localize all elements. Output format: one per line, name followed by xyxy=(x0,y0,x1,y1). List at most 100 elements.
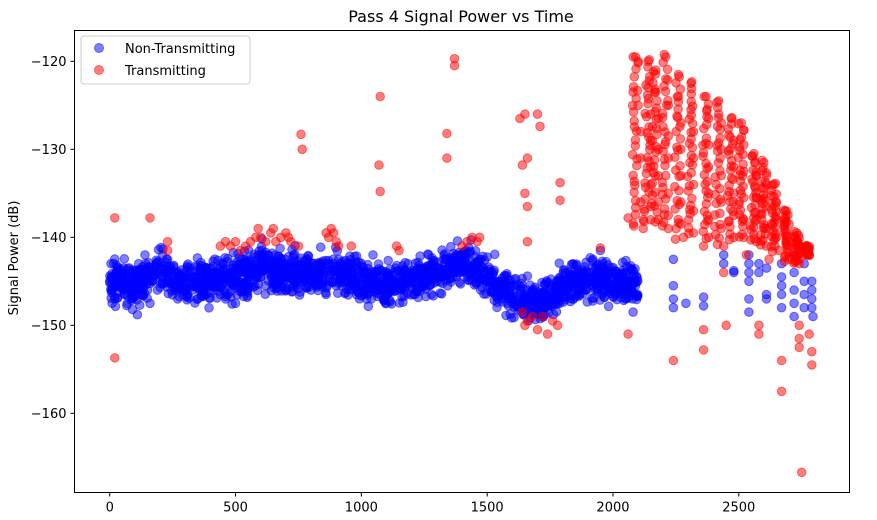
transmitting-point xyxy=(676,118,686,128)
transmitting-point xyxy=(629,72,640,82)
non-transmitting-point xyxy=(276,254,286,265)
transmitting-point xyxy=(729,162,739,172)
y-axis-label: Signal Power (dB) xyxy=(7,201,22,316)
non-transmitting-point xyxy=(807,294,817,304)
non-transmitting-point xyxy=(585,276,596,287)
non-transmitting-point xyxy=(263,250,274,260)
transmitting-point xyxy=(703,232,714,243)
transmitting-point xyxy=(729,232,739,243)
non-transmitting-point xyxy=(776,272,787,282)
non-transmitting-point xyxy=(333,254,344,265)
legend-marker-transmitting xyxy=(94,65,104,75)
transmitting-point xyxy=(776,386,787,397)
non-transmitting-point xyxy=(698,292,709,302)
non-transmitting-point xyxy=(288,250,299,260)
non-transmitting-point xyxy=(315,242,326,252)
non-transmitting-point xyxy=(198,285,208,295)
transmitting-point xyxy=(638,223,649,234)
non-transmitting-point xyxy=(306,285,316,295)
non-transmitting-point xyxy=(110,294,120,304)
transmitting-point xyxy=(761,223,772,234)
y-axis: −120 −130 −140 −150 −160 xyxy=(31,55,75,422)
non-transmitting-point xyxy=(255,272,266,282)
x-tick-label: 1500 xyxy=(471,501,504,516)
non-transmitting-point xyxy=(668,280,679,291)
transmitting-point xyxy=(645,201,656,212)
non-transmitting-point xyxy=(718,250,729,260)
transmitting-point xyxy=(670,204,680,214)
non-transmitting-point xyxy=(192,253,203,263)
transmitting-point xyxy=(713,158,724,168)
non-transmitting-point xyxy=(143,257,154,268)
non-transmitting-point xyxy=(344,285,354,295)
transmitting-point xyxy=(698,324,709,335)
transmitting-point xyxy=(718,241,729,251)
transmitting-point xyxy=(663,210,674,221)
transmitting-point xyxy=(645,109,656,119)
transmitting-point xyxy=(374,160,384,170)
non-transmitting-point xyxy=(595,276,606,287)
non-transmitting-point xyxy=(776,289,787,300)
transmitting-point xyxy=(721,320,732,331)
non-transmitting-point xyxy=(205,263,216,273)
x-tick-label: 2500 xyxy=(722,501,755,516)
transmitting-point xyxy=(532,109,543,119)
non-transmitting-point xyxy=(603,301,614,312)
non-transmitting-point xyxy=(196,261,206,271)
transmitting-point xyxy=(542,329,553,339)
transmitting-point xyxy=(520,109,530,119)
non-transmitting-point xyxy=(204,303,214,313)
non-transmitting-point xyxy=(465,246,476,257)
transmitting-point xyxy=(771,214,782,225)
non-transmitting-point xyxy=(213,267,223,278)
non-transmitting-point xyxy=(140,250,150,260)
transmitting-point xyxy=(517,307,528,317)
transmitting-point xyxy=(297,144,308,155)
non-transmitting-point xyxy=(152,285,163,295)
transmitting-point xyxy=(653,170,664,181)
non-transmitting-point xyxy=(522,285,533,295)
transmitting-point xyxy=(663,100,674,111)
non-transmitting-point xyxy=(359,285,369,295)
non-transmitting-point xyxy=(122,298,133,309)
non-transmitting-point xyxy=(426,289,437,300)
non-transmitting-point xyxy=(233,276,243,287)
transmitting-point xyxy=(673,69,684,80)
non-transmitting-point xyxy=(618,267,628,278)
transmitting-point xyxy=(663,153,674,163)
non-transmitting-point xyxy=(147,276,158,287)
transmitting-point xyxy=(751,170,762,181)
transmitting-point xyxy=(645,162,656,172)
non-transmitting-point xyxy=(331,280,342,291)
non-transmitting-point xyxy=(744,294,754,304)
transmitting-point xyxy=(703,113,714,124)
transmitting-point xyxy=(643,56,654,67)
transmitting-point xyxy=(675,134,686,144)
transmitting-point xyxy=(296,129,306,140)
non-transmitting-point xyxy=(522,271,533,281)
transmitting-point xyxy=(739,232,749,243)
transmitting-point xyxy=(784,236,794,247)
transmitting-point xyxy=(162,236,173,247)
transmitting-point xyxy=(663,188,674,199)
transmitting-point xyxy=(776,355,787,366)
chart-title: Pass 4 Signal Power vs Time xyxy=(348,7,574,26)
transmitting-point xyxy=(729,135,739,146)
transmitting-point xyxy=(253,223,264,234)
non-transmitting-point xyxy=(562,285,573,295)
transmitting-point xyxy=(699,123,709,134)
non-transmitting-point xyxy=(613,276,623,287)
non-transmitting-point xyxy=(371,267,382,278)
non-transmitting-point xyxy=(316,258,326,269)
non-transmitting-point xyxy=(632,291,643,302)
non-transmitting-point xyxy=(506,313,517,323)
non-transmitting-point xyxy=(220,276,231,287)
transmitting-point xyxy=(633,56,643,67)
transmitting-point xyxy=(761,201,772,212)
non-transmitting-point xyxy=(260,280,271,291)
non-transmitting-point xyxy=(379,294,389,304)
transmitting-point xyxy=(739,140,749,150)
transmitting-point xyxy=(676,219,686,229)
non-transmitting-point xyxy=(423,250,434,260)
